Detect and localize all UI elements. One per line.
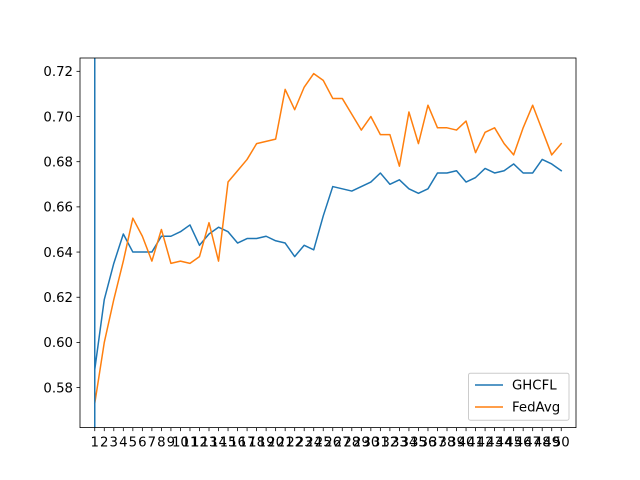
x-tick-label: 18 [248, 436, 265, 451]
x-tick-label: 28 [343, 436, 360, 451]
series-line-ghcfl [93, 158, 563, 371]
x-tick-label: 1 [91, 436, 99, 451]
x-tick-label: 15 [220, 436, 237, 451]
x-tick-label: 3 [110, 436, 118, 451]
y-axis: 0.58 0.60 0.62 0.64 0.66 0.68 0.70 0.72 [43, 65, 80, 396]
y-tick-label: 0.70 [43, 110, 73, 125]
x-tick-label: 48 [534, 436, 551, 451]
y-tick-label: 0.68 [43, 155, 73, 170]
x-tick-label: 33 [391, 436, 408, 451]
x-tick-label: 32 [381, 436, 398, 451]
x-tick-label: 31 [372, 436, 389, 451]
series-line-fedavg [93, 72, 563, 405]
legend-label-fedavg: FedAvg [512, 401, 560, 416]
x-tick-label: 16 [229, 436, 246, 451]
x-tick-label: 26 [324, 436, 341, 451]
x-tick-label: 5 [129, 436, 137, 451]
x-tick-label: 20 [267, 436, 284, 451]
series-layer [93, 72, 563, 405]
y-tick-label: 0.62 [43, 291, 73, 306]
x-tick-label: 2 [100, 436, 108, 451]
x-tick-label: 42 [477, 436, 494, 451]
legend: GHCFL FedAvg [468, 372, 570, 421]
x-axis: 1 2 3 4 5 6 7 8 91011121314151617181920212223242… [91, 427, 570, 451]
x-tick-label: 24 [305, 436, 322, 451]
x-tick-label: 44 [496, 436, 513, 451]
y-tick-label: 0.58 [43, 381, 73, 396]
y-tick-label: 0.60 [43, 336, 73, 351]
x-tick-label: 50 [553, 436, 570, 451]
plot-area [80, 58, 576, 428]
plot-frame [79, 57, 577, 429]
x-tick-label: 25 [315, 436, 332, 451]
x-tick-label: 8 [157, 436, 165, 451]
y-tick-label: 0.72 [43, 65, 73, 80]
x-tick-label: 40 [458, 436, 475, 451]
y-tick-label: 0.64 [43, 246, 73, 261]
x-tick-label: 36 [420, 436, 437, 451]
x-tick-label: 35 [410, 436, 427, 451]
x-tick-label: 11 [181, 436, 198, 451]
x-tick-label: 17 [239, 436, 256, 451]
x-tick-label: 21 [277, 436, 294, 451]
x-tick-label: 45 [505, 436, 522, 451]
x-tick-label: 46 [515, 436, 532, 451]
x-tick-label: 22 [286, 436, 303, 451]
x-tick-label: 14 [210, 436, 227, 451]
legend-label-ghcfl: GHCFL [512, 379, 557, 394]
x-tick-label: 19 [258, 436, 275, 451]
x-tick-label: 23 [296, 436, 313, 451]
x-tick-label: 37 [429, 436, 446, 451]
x-tick-label: 34 [400, 436, 417, 451]
x-tick-label: 7 [148, 436, 156, 451]
x-tick-label: 43 [486, 436, 503, 451]
x-tick-label: 49 [543, 436, 560, 451]
x-tick-label: 41 [467, 436, 484, 451]
x-tick-label: 29 [353, 436, 370, 451]
x-tick-label: 4 [119, 436, 127, 451]
x-tick-label: 39 [448, 436, 465, 451]
x-tick-label: 38 [439, 436, 456, 451]
x-tick-label: 6 [138, 436, 146, 451]
x-tick-label: 27 [334, 436, 351, 451]
x-tick-label: 12 [191, 436, 208, 451]
y-tick-label: 0.66 [43, 201, 73, 216]
x-tick-label: 13 [201, 436, 218, 451]
x-tick-label: 30 [362, 436, 379, 451]
x-tick-label: 47 [524, 436, 541, 451]
x-tick-label: 10 [172, 436, 189, 451]
x-tick-label: 9 [167, 436, 175, 451]
